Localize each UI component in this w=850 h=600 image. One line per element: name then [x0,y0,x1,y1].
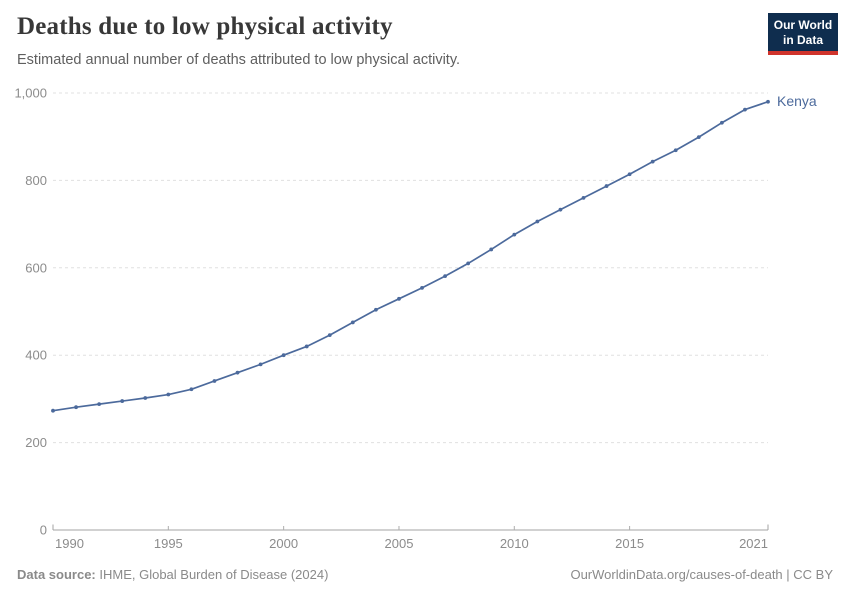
data-point[interactable] [281,353,286,358]
x-axis-label: 2015 [615,536,644,551]
data-point[interactable] [350,320,355,325]
data-point[interactable] [189,387,194,392]
data-point[interactable] [627,172,632,177]
y-axis-label: 800 [25,173,47,188]
data-point[interactable] [466,261,471,266]
y-axis-label: 200 [25,435,47,450]
chart-footer: Data source: IHME, Global Burden of Dise… [17,567,833,582]
data-point[interactable] [374,307,378,312]
data-point[interactable] [535,219,540,224]
data-point[interactable] [74,405,78,410]
x-axis-label: 2010 [500,536,529,551]
data-source: Data source: IHME, Global Burden of Dise… [17,567,328,582]
chart-subtitle: Estimated annual number of deaths attrib… [17,52,461,68]
data-point[interactable] [235,370,240,375]
data-point[interactable] [581,195,586,200]
trend-line[interactable] [52,100,769,412]
x-axis-label: 1995 [154,536,183,551]
data-point[interactable] [120,399,125,403]
data-point[interactable] [489,247,494,252]
data-point[interactable] [743,107,747,112]
data-point[interactable] [166,392,171,397]
data-point[interactable] [766,99,770,104]
owid-logo[interactable]: Our World in Data [768,13,838,55]
data-point[interactable] [327,333,332,337]
owid-logo-line2: in Data [782,32,823,47]
x-axis-label: 2021 [739,536,768,551]
series-label-kenya[interactable]: Kenya [777,93,817,109]
data-point[interactable] [304,344,309,349]
data-point[interactable] [420,286,424,290]
x-axis-label: 2005 [385,536,414,551]
y-axis-label: 600 [25,260,47,275]
data-point[interactable] [673,148,678,153]
data-point[interactable] [719,120,724,125]
y-axis-label: 0 [40,523,47,538]
x-axis-label: 2000 [269,536,298,551]
data-point[interactable] [696,135,701,140]
data-point[interactable] [143,396,148,400]
data-point[interactable] [604,184,609,188]
data-point[interactable] [443,274,447,279]
data-source-label: Data source: [17,567,96,582]
data-point[interactable] [212,379,217,383]
owid-logo-line1: Our World [773,18,833,32]
page-title: Deaths due to low physical activity [17,13,393,40]
x-axis-label: 1990 [55,536,84,551]
footer-link[interactable]: OurWorldinData.org/causes-of-death | CC … [570,567,833,582]
data-source-text: IHME, Global Burden of Disease (2024) [95,567,329,582]
data-point[interactable] [97,402,102,407]
data-point[interactable] [650,159,655,164]
data-point[interactable] [51,408,55,413]
y-axis-label: 1,000 [14,86,47,101]
data-point[interactable] [258,362,263,367]
data-point[interactable] [512,232,517,237]
data-point[interactable] [558,207,563,212]
y-axis-label: 400 [25,348,47,363]
data-point[interactable] [397,296,401,301]
